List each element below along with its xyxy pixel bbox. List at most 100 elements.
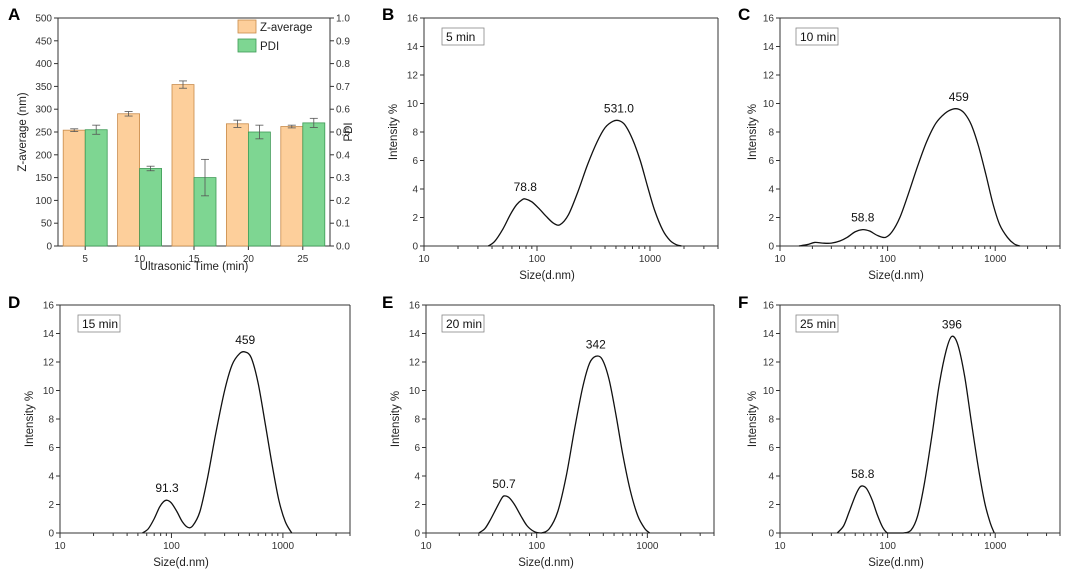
x-axis-label: Size(d.nm) — [868, 557, 924, 569]
y-tick-label: 2 — [412, 213, 418, 224]
y-tick-label: 2 — [414, 500, 420, 511]
y-tick-label: 10 — [407, 99, 419, 110]
y-tick-label: 50 — [41, 219, 53, 230]
x-axis-label: Size(d.nm) — [153, 557, 209, 569]
x-tick-label: 100 — [879, 541, 896, 552]
y-tick-label: 4 — [48, 472, 54, 483]
x-tick-label: 100 — [879, 254, 896, 265]
panel-d: D 0 2 4 6 8 10 12 14 16 10 100 1000 91.3 459 15 min Size… — [8, 293, 351, 569]
peak-label: 459 — [235, 333, 255, 347]
panel-letter: A — [8, 5, 20, 24]
y-tick-label-right: 0.1 — [336, 219, 350, 230]
y-tick-label: 16 — [407, 14, 419, 25]
panel-letter: D — [8, 293, 20, 312]
y-tick-label: 10 — [763, 386, 775, 397]
peak-label: 91.3 — [155, 481, 179, 495]
y-tick-label: 10 — [763, 99, 775, 110]
y-tick-label-right: 0.6 — [336, 105, 350, 116]
y-tick-label: 4 — [414, 472, 420, 483]
y-tick-label: 14 — [409, 329, 421, 340]
x-tick-label: 1000 — [272, 541, 295, 552]
x-tick-label: 1000 — [984, 254, 1007, 265]
y-tick-label: 16 — [763, 301, 775, 312]
bar-pdi — [139, 168, 163, 247]
intensity-curve — [836, 335, 995, 534]
peak-label: 396 — [942, 317, 962, 331]
panel-e: E 0 2 4 6 8 10 12 14 16 10 100 1000 50.7 342 20 min Size… — [382, 293, 715, 569]
time-label-box — [795, 314, 839, 333]
y-tick-label: 12 — [43, 358, 55, 369]
y-axis-label: Intensity % — [390, 391, 402, 447]
y-tick-label-right: 0.9 — [336, 36, 350, 47]
time-label: 10 min — [800, 30, 836, 44]
panel-f: F 0 2 4 6 8 10 12 14 16 10 100 1000 58.8 396 25 min Size… — [738, 293, 1061, 569]
time-label-box — [441, 27, 485, 46]
x-axis-label: Size(d.nm) — [519, 270, 575, 282]
y-tick-label: 0 — [48, 529, 54, 540]
y-tick-label: 0 — [46, 242, 52, 253]
y-tick-label-right: 0.3 — [336, 173, 350, 184]
y-tick-label: 8 — [412, 128, 418, 139]
peak-label: 459 — [949, 90, 969, 104]
panel-letter: C — [738, 5, 750, 24]
x-tick-label: 20 — [243, 254, 255, 265]
y-tick-label: 6 — [412, 156, 418, 167]
y-tick-label: 14 — [763, 329, 775, 340]
x-tick-label: 10 — [774, 254, 786, 265]
y-axis-label-right: PDI — [343, 122, 355, 141]
y-tick-label: 250 — [35, 128, 52, 139]
time-label: 15 min — [82, 317, 118, 331]
intensity-curve — [142, 350, 293, 534]
peak-label: 531.0 — [604, 102, 634, 116]
bar-z-average — [117, 113, 140, 247]
bar-z-average — [225, 123, 249, 247]
y-tick-label: 350 — [35, 82, 52, 93]
x-tick-label: 25 — [297, 254, 309, 265]
y-tick-label: 2 — [768, 213, 774, 224]
y-tick-label-right: 0.5 — [336, 128, 350, 139]
y-axis-label: Intensity % — [24, 391, 36, 447]
time-label: 20 min — [446, 317, 482, 331]
time-label: 25 min — [800, 317, 836, 331]
y-tick-label: 0 — [412, 242, 418, 253]
time-label-box — [441, 314, 485, 333]
y-tick-label-right: 0.7 — [336, 82, 350, 93]
panel-letter: E — [382, 293, 393, 312]
y-tick-label: 0 — [768, 529, 774, 540]
peak-label: 78.8 — [514, 180, 538, 194]
bar-pdi — [247, 131, 271, 247]
time-label-box — [795, 27, 839, 46]
y-tick-label: 6 — [768, 443, 774, 454]
peak-label: 342 — [586, 337, 606, 351]
legend-label: Z-average — [260, 22, 312, 34]
x-axis-label: Size(d.nm) — [868, 270, 924, 282]
legend-swatch-z-average — [237, 19, 257, 34]
y-tick-label-right: 0.2 — [336, 196, 350, 207]
y-axis-label: Intensity % — [747, 391, 759, 447]
x-tick-label: 100 — [529, 254, 546, 265]
y-tick-label: 400 — [35, 59, 52, 70]
y-tick-label: 150 — [35, 173, 52, 184]
y-tick-label: 2 — [48, 500, 54, 511]
peak-label: 58.8 — [851, 211, 875, 225]
y-tick-label: 16 — [763, 14, 775, 25]
legend-label: PDI — [260, 41, 279, 53]
x-axis-label: Ultrasonic Time (min) — [140, 261, 249, 273]
intensity-curve — [478, 355, 651, 534]
y-tick-label: 16 — [409, 301, 421, 312]
x-tick-label: 1000 — [636, 541, 659, 552]
time-label-box — [77, 314, 121, 333]
intensity-curve — [798, 108, 1021, 247]
legend-swatch-pdi — [237, 38, 257, 53]
panel-b: B 0 2 4 6 8 10 12 14 16 10 100 1000 78.8 531.0 5 min Siz… — [382, 5, 719, 282]
y-tick-label: 8 — [48, 415, 54, 426]
panel-a: A 0 50 100 150 200 250 300 350 400 450 500 0.0 0.1 0.2… — [8, 5, 355, 273]
y-tick-label: 14 — [763, 42, 775, 53]
x-tick-label: 100 — [163, 541, 180, 552]
x-tick-label: 5 — [82, 254, 88, 265]
y-tick-label: 500 — [35, 14, 52, 25]
y-tick-label: 8 — [768, 415, 774, 426]
y-tick-label-right: 1.0 — [336, 14, 350, 25]
bar-z-average — [280, 126, 304, 247]
